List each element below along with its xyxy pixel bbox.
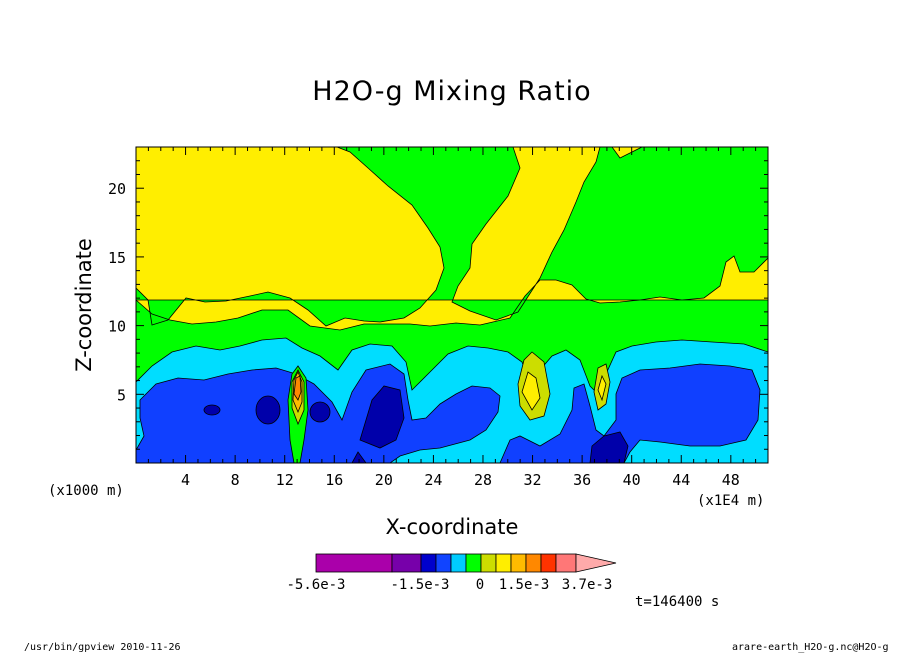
y-tick-label: 15 [108, 249, 126, 267]
x-tick-label: 40 [623, 471, 641, 489]
colorbar-label: -1.5e-3 [390, 577, 449, 593]
footer-right: arare-earth_H2O-g.nc@H2O-g [732, 642, 889, 653]
colorbar-swatch [450, 553, 467, 573]
x-tick-label: 20 [375, 471, 393, 489]
y-tick-label: 5 [117, 386, 126, 404]
colorbar-arrow [575, 553, 617, 573]
colorbar-swatch [315, 553, 393, 573]
colorbar-swatch [391, 553, 422, 573]
colorbar-label: 3.7e-3 [562, 577, 613, 593]
contour-band-yellow-pockets [517, 351, 611, 421]
x-axis-label: X-coordinate [385, 515, 519, 539]
x-tick-label: 32 [524, 471, 542, 489]
contour-plume [287, 365, 309, 463]
contour-band-dark-blue [203, 385, 629, 463]
colorbar-swatch [435, 553, 452, 573]
colorbar-swatch [495, 553, 512, 573]
x-tick-label: 8 [231, 471, 240, 489]
contour-field [136, 147, 768, 463]
x-tick-label: 44 [672, 471, 690, 489]
y-tick-label: 20 [108, 180, 126, 198]
colorbar: -5.6e-3 -1.5e-3 0 1.5e-3 3.7e-3 [286, 553, 617, 593]
x-tick-label: 28 [474, 471, 492, 489]
x-tick-label: 48 [722, 471, 740, 489]
plot-frame [135, 146, 769, 464]
x-tick-label: 12 [276, 471, 294, 489]
y-ticks: 5 10 15 20 [108, 160, 768, 450]
colorbar-swatch [540, 553, 557, 573]
colorbar-label: 1.5e-3 [499, 577, 550, 593]
colorbar-swatch [555, 553, 577, 573]
y-tick-label: 10 [108, 318, 126, 336]
colorbar-swatch [510, 553, 527, 573]
colorbar-swatch [465, 553, 482, 573]
chart-title: H2O-g Mixing Ratio [312, 76, 592, 107]
colorbar-swatch [420, 553, 437, 573]
x-tick-label: 4 [181, 471, 190, 489]
x-scale-note: (x1E4 m) [697, 493, 765, 509]
x-tick-label: 16 [325, 471, 343, 489]
colorbar-label: -5.6e-3 [286, 577, 345, 593]
footer-left: /usr/bin/gpview 2010-11-26 [24, 642, 181, 653]
x-ticks: 4 8 12 16 20 24 28 32 36 40 44 48 [147, 147, 757, 489]
colorbar-swatch [525, 553, 542, 573]
x-unit-label: (x1000 m) [48, 483, 124, 499]
time-label: t=146400 s [635, 594, 720, 610]
colorbar-swatch [480, 553, 497, 573]
colorbar-label: 0 [476, 577, 484, 593]
x-tick-label: 24 [424, 471, 442, 489]
x-tick-label: 36 [573, 471, 591, 489]
